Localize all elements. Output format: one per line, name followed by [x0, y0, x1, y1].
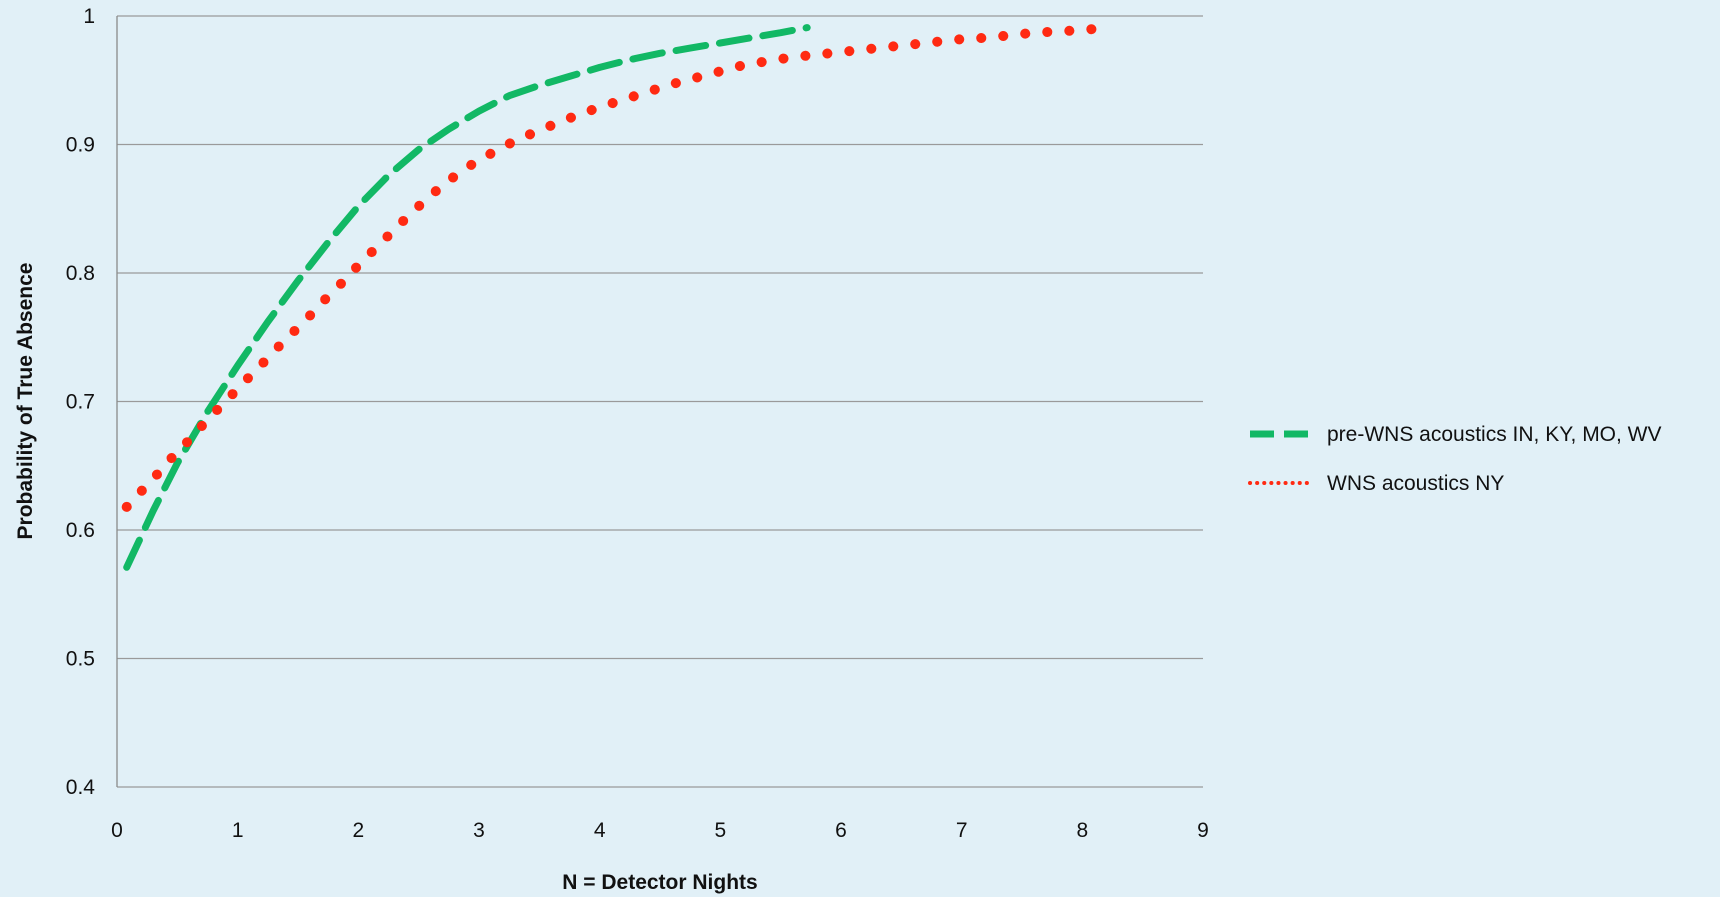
x-axis-title: N = Detector Nights — [562, 871, 757, 894]
x-tick-label: 3 — [473, 819, 485, 842]
x-tick-label: 5 — [714, 819, 726, 842]
gridlines — [117, 15, 1203, 788]
y-tick-label: 0.4 — [66, 776, 96, 799]
y-tick-label: 0.6 — [66, 519, 95, 542]
x-tick-label: 1 — [232, 819, 244, 842]
y-tick-label: 0.8 — [66, 262, 95, 285]
y-axis-title: Probability of True Absence — [14, 263, 37, 540]
dotted-series-line — [121, 23, 1100, 512]
x-tick-label: 9 — [1197, 819, 1209, 842]
legend: pre-WNS acoustics IN, KY, MO, WV WNS acou… — [1248, 423, 1662, 495]
y-tick-label: 0.9 — [66, 134, 95, 157]
x-tick-label: 0 — [111, 819, 123, 842]
x-tick-label: 6 — [835, 819, 847, 842]
legend-label: pre-WNS acoustics IN, KY, MO, WV — [1327, 423, 1662, 446]
x-tick-label: 2 — [352, 819, 364, 842]
y-tick-label: 0.7 — [66, 391, 95, 414]
x-tick-label: 4 — [594, 819, 606, 842]
dashed-series-line — [123, 24, 811, 571]
y-tick-label: 0.5 — [66, 648, 95, 671]
x-tick-label: 8 — [1076, 819, 1088, 842]
series-group — [121, 23, 1100, 571]
y-tick-label: 1 — [83, 5, 95, 28]
x-tick-label: 7 — [956, 819, 968, 842]
axes: 0.4 0.5 0.6 0.7 0.8 0.9 1 0 1 2 3 4 5 6 7 8 9 — [66, 5, 1209, 842]
legend-label: WNS acoustics NY — [1327, 472, 1504, 495]
